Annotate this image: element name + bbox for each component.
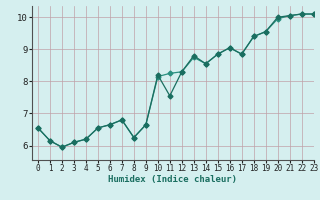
X-axis label: Humidex (Indice chaleur): Humidex (Indice chaleur) (108, 175, 237, 184)
